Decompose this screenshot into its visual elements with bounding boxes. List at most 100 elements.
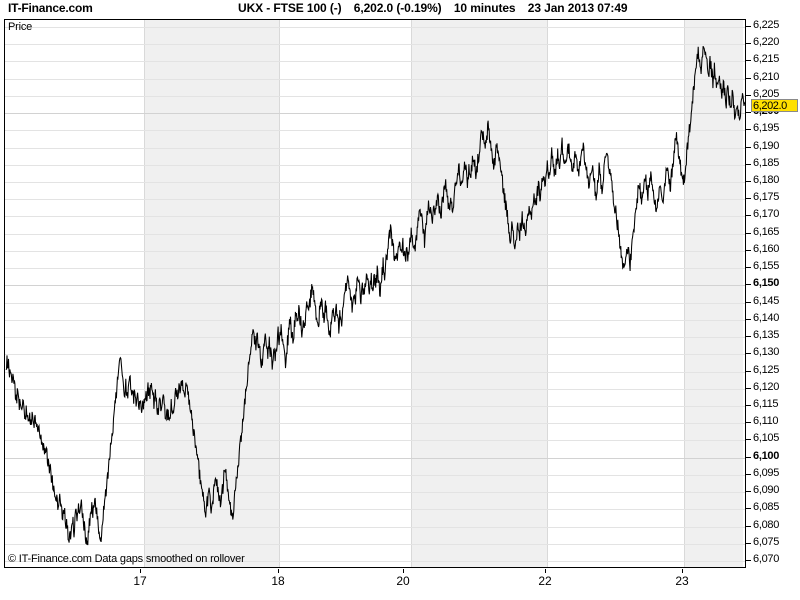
grid-line-horizontal xyxy=(5,44,745,45)
price-tick xyxy=(746,250,751,251)
price-tick xyxy=(746,319,751,320)
price-tick-label: 6,165 xyxy=(753,226,780,238)
price-tick-label: 6,145 xyxy=(753,295,780,307)
price-tick-label: 6,110 xyxy=(753,415,779,427)
grid-line-horizontal xyxy=(5,544,745,545)
grid-line-horizontal xyxy=(5,354,745,355)
grid-line-vertical xyxy=(144,20,145,567)
price-tick-label: 6,125 xyxy=(753,364,780,376)
date-tick-label: 18 xyxy=(271,574,285,588)
price-tick xyxy=(746,284,751,285)
date-tick xyxy=(278,569,279,573)
date-tick-label: 23 xyxy=(675,574,689,588)
grid-line-horizontal xyxy=(5,182,745,183)
price-tick-label: 6,140 xyxy=(753,312,780,324)
price-tick xyxy=(746,508,751,509)
price-tick-label: 6,150 xyxy=(753,277,780,289)
price-tick xyxy=(746,267,751,268)
price-tick-label: 6,225 xyxy=(753,19,780,31)
price-tick-label: 6,195 xyxy=(753,122,780,134)
grid-line-horizontal xyxy=(5,234,745,235)
date-tick xyxy=(140,569,141,573)
price-tick xyxy=(746,215,751,216)
price-tick-label: 6,185 xyxy=(753,157,780,169)
price-tick xyxy=(746,198,751,199)
grid-line-horizontal xyxy=(5,440,745,441)
price-tick-label: 6,180 xyxy=(753,174,780,186)
price-tick xyxy=(746,336,751,337)
date-tick xyxy=(682,569,683,573)
date-tick xyxy=(545,569,546,573)
grid-line-horizontal xyxy=(5,320,745,321)
timeframe-label: 10 minutes xyxy=(453,1,516,15)
price-tick xyxy=(746,491,751,492)
price-tick-label: 6,080 xyxy=(753,519,780,531)
price-axis-caption: Price xyxy=(8,21,33,33)
grid-layer xyxy=(5,20,745,567)
price-tick xyxy=(746,164,751,165)
price-tick-label: 6,155 xyxy=(753,260,780,272)
grid-line-horizontal xyxy=(5,561,745,562)
price-tick-label: 6,215 xyxy=(753,53,780,65)
price-tick xyxy=(746,526,751,527)
price-tick xyxy=(746,543,751,544)
price-tick xyxy=(746,474,751,475)
price-tick-label: 6,090 xyxy=(753,484,780,496)
price-tick xyxy=(746,422,751,423)
price-tick-label: 6,070 xyxy=(753,553,780,565)
date-tick xyxy=(403,569,404,573)
price-tick-label: 6,190 xyxy=(753,140,780,152)
last-price-badge[interactable]: 6,202.0 xyxy=(751,99,798,112)
price-tick xyxy=(746,43,751,44)
price-tick xyxy=(746,95,751,96)
grid-line-horizontal xyxy=(5,458,745,459)
grid-line-horizontal xyxy=(5,27,745,28)
last-price-label: 6,202.0 (-0.19%) xyxy=(353,1,442,15)
grid-line-horizontal xyxy=(5,475,745,476)
price-tick-label: 6,100 xyxy=(753,450,780,462)
price-tick-label: 6,130 xyxy=(753,346,780,358)
grid-line-horizontal xyxy=(5,406,745,407)
price-tick-label: 6,210 xyxy=(753,71,780,83)
price-tick-label: 6,135 xyxy=(753,329,780,341)
price-tick-label: 6,095 xyxy=(753,467,780,479)
grid-line-horizontal xyxy=(5,61,745,62)
brand-label: IT-Finance.com xyxy=(8,1,93,15)
price-tick-label: 6,170 xyxy=(753,208,780,220)
date-axis: 17 18 20 22 23 xyxy=(4,569,746,597)
grid-line-horizontal xyxy=(5,337,745,338)
grid-line-vertical xyxy=(279,20,280,567)
price-tick xyxy=(746,112,751,113)
grid-line-horizontal xyxy=(5,148,745,149)
plot-area[interactable]: Price © IT-Finance.com Data gaps smoothe… xyxy=(4,19,746,568)
grid-line-horizontal xyxy=(5,423,745,424)
date-tick-label: 22 xyxy=(538,574,552,588)
grid-line-horizontal xyxy=(5,113,745,114)
grid-line-vertical xyxy=(411,20,412,567)
price-tick-label: 6,220 xyxy=(753,36,780,48)
price-tick-label: 6,075 xyxy=(753,536,780,548)
grid-line-horizontal xyxy=(5,130,745,131)
grid-line-horizontal xyxy=(5,389,745,390)
grid-line-vertical xyxy=(547,20,548,567)
grid-line-horizontal xyxy=(5,268,745,269)
grid-line-horizontal xyxy=(5,303,745,304)
price-tick xyxy=(746,302,751,303)
price-tick-label: 6,120 xyxy=(753,381,780,393)
price-line-series xyxy=(5,20,746,568)
price-tick-label: 6,175 xyxy=(753,191,780,203)
price-tick-label: 6,105 xyxy=(753,432,780,444)
window-header: IT-Finance.com UKX - FTSE 100 (-) 6,202.… xyxy=(0,0,800,18)
grid-line-horizontal xyxy=(5,96,745,97)
date-tick-label: 17 xyxy=(133,574,147,588)
instrument-label: UKX - FTSE 100 (-) xyxy=(238,1,342,15)
price-axis: 6,2256,2206,2156,2106,2056,2006,1956,190… xyxy=(746,19,800,568)
price-tick xyxy=(746,233,751,234)
price-tick xyxy=(746,405,751,406)
price-tick xyxy=(746,181,751,182)
grid-line-horizontal xyxy=(5,372,745,373)
date-tick-label: 20 xyxy=(396,574,410,588)
price-tick-label: 6,115 xyxy=(753,398,779,410)
price-tick xyxy=(746,388,751,389)
